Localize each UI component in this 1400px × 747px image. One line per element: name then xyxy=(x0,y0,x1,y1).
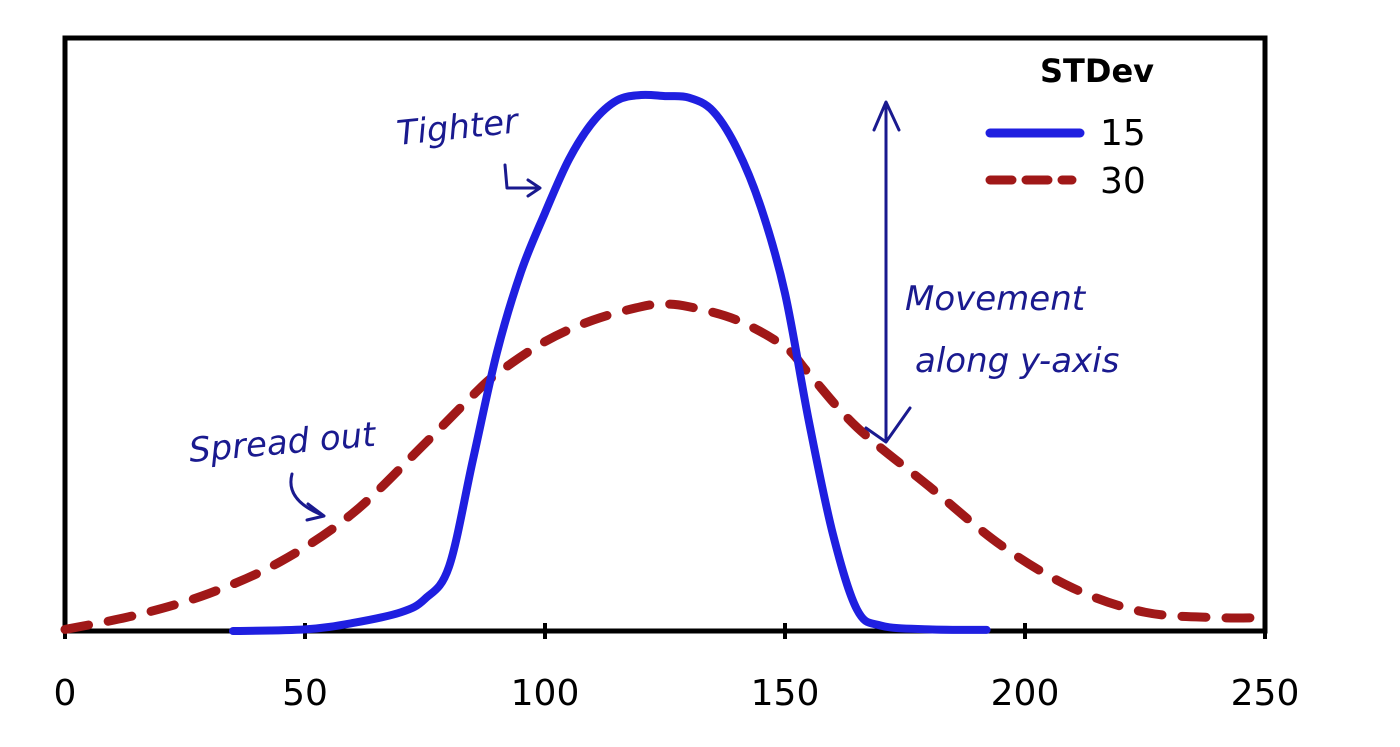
annotation-tighter: Tighter xyxy=(395,101,542,198)
x-tick-label-200: 200 xyxy=(991,673,1060,714)
series-line-30 xyxy=(60,299,1270,634)
spread-out-arrow-icon xyxy=(289,472,326,522)
x-tick-label-0: 0 xyxy=(54,673,77,714)
legend-label-30: 30 xyxy=(1100,161,1146,202)
series-layer xyxy=(60,90,1270,635)
legend-title: STDev xyxy=(1040,52,1154,90)
x-tick-label-100: 100 xyxy=(511,673,580,714)
plot-frame xyxy=(62,35,1268,634)
x-tick-label-250: 250 xyxy=(1231,673,1300,714)
annotation-movement-text: Movement xyxy=(905,279,1087,319)
x-tick-label-50: 50 xyxy=(282,673,328,714)
x-axis-tick-labels: 0 50 100 150 200 250 xyxy=(54,673,1300,714)
annotation-spread-out-text: Spread out xyxy=(187,415,378,471)
annotation-movement: Movement along y-axis xyxy=(864,100,1119,444)
arrow-down-icon xyxy=(864,406,912,444)
x-tick-label-150: 150 xyxy=(751,673,820,714)
series-line-15 xyxy=(229,90,991,635)
annotation-spread-out: Spread out xyxy=(187,415,379,522)
arrow-up-icon xyxy=(872,100,901,132)
tighter-arrow-icon xyxy=(503,163,542,198)
legend-label-15: 15 xyxy=(1100,113,1146,154)
legend: STDev 15 30 xyxy=(985,52,1154,202)
annotation-tighter-text: Tighter xyxy=(395,101,522,154)
annotation-along-y-axis-text: along y-axis xyxy=(915,341,1119,381)
